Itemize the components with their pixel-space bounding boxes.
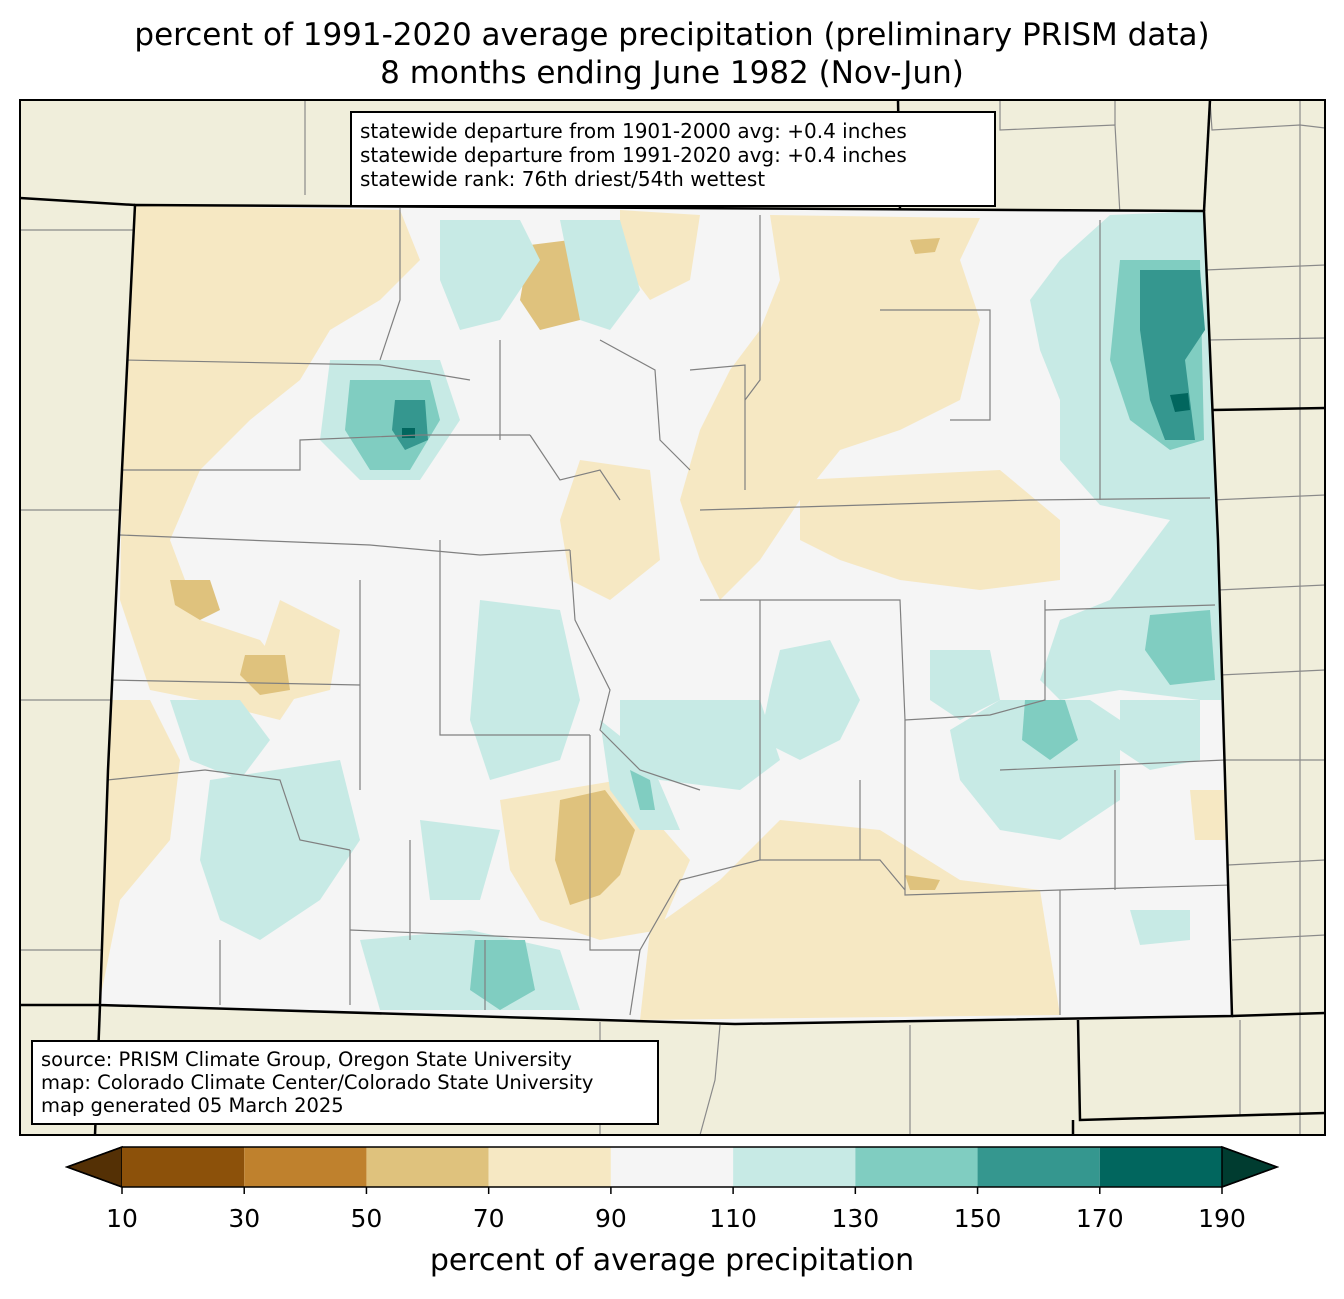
colorbar-tick-label: 70 — [472, 1204, 505, 1233]
statewide-stats-box: statewide departure from 1901-2000 avg: … — [350, 111, 996, 207]
colorbar-tick-label: 90 — [594, 1204, 627, 1233]
precip-field — [100, 205, 1232, 1024]
source-line: source: PRISM Climate Group, Oregon Stat… — [41, 1048, 572, 1071]
colorbar-bin — [855, 1147, 978, 1187]
state-borders — [20, 100, 1325, 1135]
colorbar — [64, 1145, 1280, 1194]
colorbar-label: percent of average precipitation — [429, 1243, 915, 1278]
map-title-line2: 8 months ending June 1982 (Nov-Jun) — [380, 55, 964, 91]
generated-date-line: map generated 05 March 2025 — [41, 1094, 344, 1117]
colorbar-bin — [733, 1147, 856, 1187]
colorbar-under-arrow — [64, 1145, 123, 1189]
stats-departure-1991: statewide departure from 1991-2020 avg: … — [360, 143, 907, 167]
colorbar-tick-label: 150 — [953, 1204, 1002, 1233]
colorbar-bin — [244, 1147, 367, 1187]
colorbar-tick-label: 170 — [1075, 1204, 1124, 1233]
colorbar-tick-label: 50 — [350, 1204, 383, 1233]
colorbar-tick-label: 190 — [1198, 1204, 1246, 1233]
colorbar-bin — [122, 1147, 245, 1187]
colorado-border — [98, 203, 1234, 1026]
stats-departure-1901: statewide departure from 1901-2000 avg: … — [360, 119, 907, 143]
colorbar-bin — [488, 1147, 611, 1187]
colorbar-bin — [1099, 1147, 1222, 1187]
colorbar-bin — [610, 1147, 734, 1187]
colorbar-tick-label: 30 — [228, 1204, 261, 1233]
map-frame — [19, 99, 1326, 1136]
county-lines — [106, 208, 1231, 1016]
map-title-line1: percent of 1991-2020 average precipitati… — [134, 17, 1210, 53]
colorbar-bin — [977, 1147, 1100, 1187]
colorbar-tick-label: 10 — [106, 1204, 138, 1233]
source-box: source: PRISM Climate Group, Oregon Stat… — [31, 1040, 659, 1125]
map-credit-line: map: Colorado Climate Center/Colorado St… — [41, 1071, 594, 1094]
colorbar-bin — [366, 1147, 489, 1187]
colorbar-tick-label: 110 — [709, 1204, 757, 1233]
colorbar-tick-label: 130 — [831, 1204, 880, 1233]
stats-rank: statewide rank: 76th driest/54th wettest — [360, 167, 766, 191]
colorbar-over-arrow — [1221, 1145, 1280, 1189]
